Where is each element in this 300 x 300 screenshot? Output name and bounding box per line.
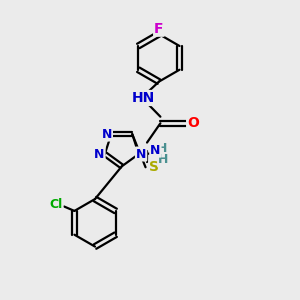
Text: S: S — [149, 160, 160, 174]
Text: Cl: Cl — [50, 198, 63, 211]
Text: N: N — [136, 148, 146, 160]
Text: H: H — [157, 142, 167, 155]
Text: N: N — [94, 148, 105, 160]
Text: O: O — [187, 116, 199, 130]
Text: F: F — [154, 22, 164, 36]
Text: HN: HN — [131, 91, 155, 105]
Text: N: N — [102, 128, 112, 141]
Text: N: N — [150, 144, 161, 157]
Text: H: H — [158, 154, 169, 166]
